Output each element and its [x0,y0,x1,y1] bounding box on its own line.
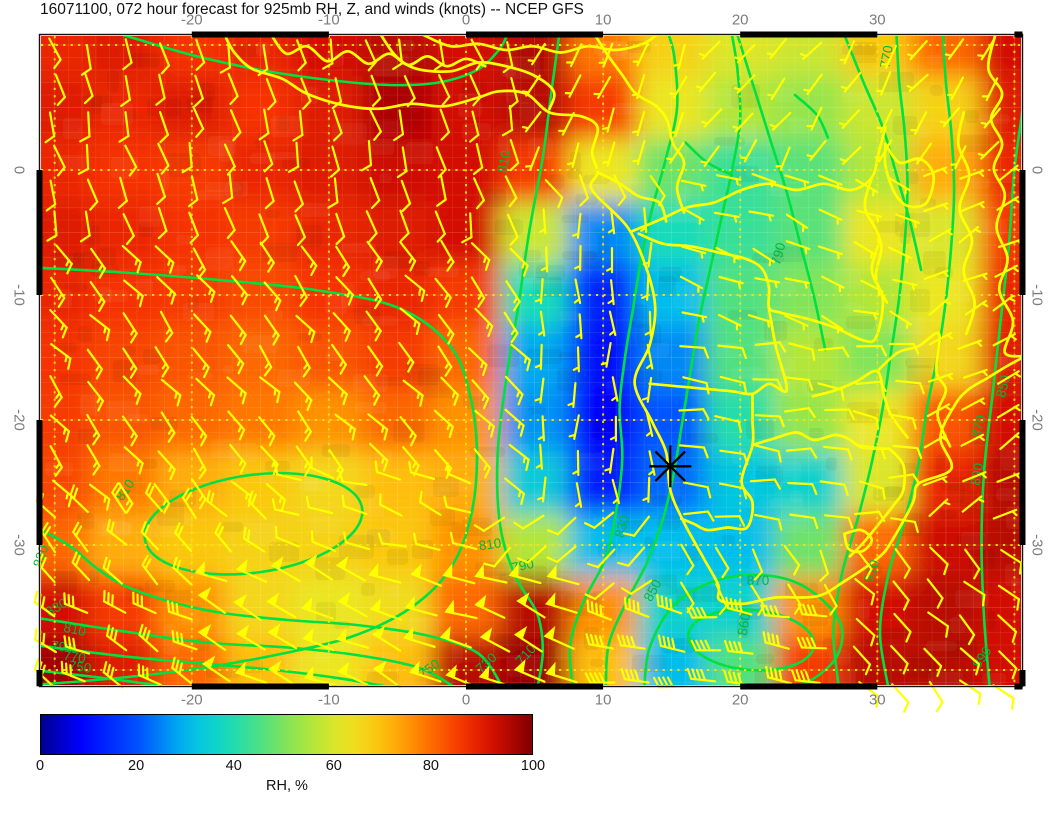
x-axis-tick-top: 20 [731,11,749,29]
map-frame [36,31,1026,690]
y-axis-tick-left: -20 [10,409,28,431]
map-line-sa-east-borders [848,447,907,558]
colorbar-tick-label: 60 [325,758,342,774]
dotted-grid [41,36,1021,685]
svg-text:870: 870 [968,414,988,440]
y-axis-tick-right: -30 [1028,534,1046,556]
map-line-moz-malawi [875,331,952,448]
contour-labels: 8108108308308107907707508107907507307108… [30,44,1013,681]
colorbar-tick-label: 20 [128,758,145,774]
map-line-namibia-east [679,392,755,532]
map-line-drc-east-south [637,176,885,344]
map-line-rift-line [956,111,976,336]
wind-barbs [33,37,1024,713]
svg-text:860: 860 [735,612,754,637]
y-axis-tick-right: -20 [1028,409,1046,431]
svg-text:750: 750 [68,658,92,676]
plot-title: 16071100, 072 hour forecast for 925mb RH… [40,1,584,18]
map-line-guinea-rivers [270,36,487,68]
y-axis-tick-left: 0 [10,165,28,175]
svg-text:830: 830 [612,514,632,540]
svg-text:850: 850 [993,374,1013,400]
x-axis-tick-bottom: -20 [180,691,203,709]
map-line-nigeria-cameroon [593,36,686,214]
colorbar-tick-label: 0 [35,758,45,774]
x-axis-tick-bottom: 30 [868,691,886,709]
x-axis-tick-bottom: -10 [318,691,340,709]
map-line-lesotho [843,528,874,554]
svg-text:790: 790 [768,241,788,267]
x-axis-tick-top: -10 [318,11,340,29]
x-axis-tick-bottom: 20 [731,691,749,709]
map-line-africa-coast [223,36,1021,606]
y-axis-tick-right: 0 [1028,165,1046,175]
svg-text:770: 770 [62,648,86,666]
map-line-east-coast [986,36,1021,358]
map-line-botswana-north [751,431,891,451]
y-axis-tick-left: -10 [10,284,28,306]
x-axis-tick-top: 30 [868,11,886,29]
colorbar [40,714,533,755]
map-line-lake-tanganyika [870,219,889,304]
svg-text:810: 810 [494,149,513,174]
map-line-lake-victoria [883,142,936,209]
colorbar-tick-label: 40 [225,758,242,774]
svg-text:890: 890 [968,462,987,487]
x-axis-tick-bottom: 0 [461,691,471,709]
x-axis-tick-top: 0 [461,11,471,29]
coastlines-borders [223,36,1021,606]
y-axis-tick-left: -30 [10,534,28,556]
x-axis-tick-bottom: 10 [594,691,612,709]
y-axis-tick-right: -10 [1028,284,1046,306]
svg-text:770: 770 [877,44,896,69]
svg-text:870: 870 [747,573,770,588]
svg-text:810: 810 [478,535,502,553]
x-axis-tick-top: 10 [594,11,612,29]
colorbar-tick-label: 100 [520,758,546,774]
fine-grid [41,36,1021,685]
site-marker [649,445,692,488]
colorbar-label: RH, % [266,778,308,794]
map-line-gabon-congo-border [596,171,668,223]
svg-text:810: 810 [62,620,87,639]
colorbar-tick-label: 80 [422,758,440,774]
x-axis-tick-top: -20 [180,11,203,29]
